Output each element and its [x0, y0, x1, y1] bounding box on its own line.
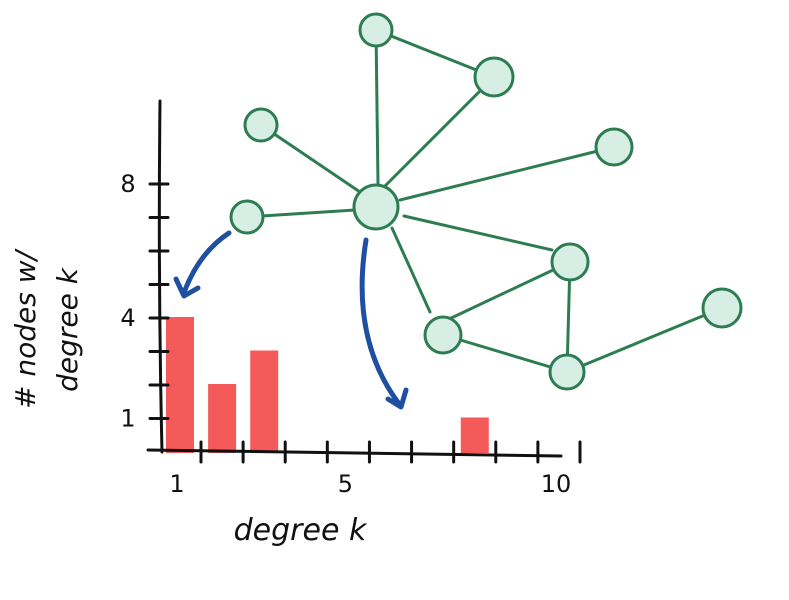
graph-edge — [445, 334, 569, 374]
x-axis-line — [146, 448, 563, 458]
graph-node — [229, 199, 265, 235]
y-axis-label-line-1: # nodes w/ — [9, 248, 42, 409]
graph-edges — [245, 28, 724, 374]
y-tick-label: 8 — [120, 170, 135, 198]
y-axis-label: # nodes w/ degree k — [9, 248, 84, 409]
graph-node-hub — [352, 183, 400, 231]
network-graph — [229, 12, 743, 391]
graph-edge — [383, 75, 496, 188]
bar — [166, 317, 194, 453]
graph-node — [358, 12, 394, 48]
y-tick-label: 4 — [120, 304, 135, 332]
x-tick-marks — [199, 440, 582, 464]
axes — [146, 99, 563, 458]
y-axis-line — [157, 99, 164, 454]
graph-edge — [259, 123, 362, 194]
graph-node — [550, 242, 590, 282]
graph-node — [548, 353, 586, 391]
annotation-arrows — [173, 230, 409, 410]
x-tick-label: 5 — [338, 470, 353, 498]
graph-edge — [398, 145, 616, 202]
y-tick-label: 1 — [120, 405, 135, 433]
graph-edge — [374, 28, 496, 79]
graph-edge — [374, 28, 380, 186]
arrow-hub-to-degree-8 — [359, 237, 403, 408]
bar — [208, 384, 237, 453]
graph-edge — [390, 226, 432, 314]
arrow-head — [173, 276, 201, 299]
graph-edge — [565, 306, 724, 374]
graph-edge — [245, 208, 357, 219]
x-tick-label: 10 — [541, 470, 572, 498]
graph-node — [701, 287, 743, 329]
x-axis-label: degree k — [234, 513, 368, 548]
arrow-leaf-to-degree-1 — [182, 230, 232, 293]
bar — [460, 417, 489, 453]
graph-node — [243, 107, 279, 143]
y-tick-labels: 1 4 8 — [120, 170, 135, 433]
graph-node — [594, 127, 634, 167]
graph-nodes — [229, 12, 743, 391]
chart: 1 5 10 148 degree k # nodes w/ degree k — [9, 99, 582, 548]
graph-node — [473, 56, 515, 98]
arrow-head — [385, 387, 409, 410]
x-tick-labels: 1 5 10 — [169, 470, 571, 498]
bar — [250, 350, 279, 453]
graph-edge — [445, 260, 572, 322]
bars — [166, 317, 489, 453]
graph-edge — [402, 214, 554, 252]
graph-node — [423, 315, 463, 355]
y-tick-marks — [148, 182, 170, 420]
x-tick-label: 1 — [169, 470, 184, 498]
y-axis-label-line-2: degree k — [51, 266, 84, 392]
